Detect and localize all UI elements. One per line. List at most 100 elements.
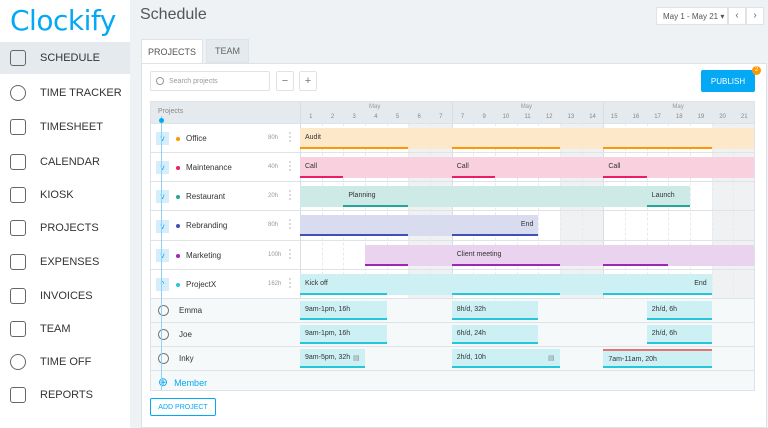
assignment-label: Launch: [651, 192, 675, 199]
assignment-bar[interactable]: 6h/d, 24h: [451, 325, 539, 344]
sidebar-item-calendar[interactable]: CALENDAR: [0, 146, 130, 178]
project-name[interactable]: Maintenance: [186, 162, 232, 172]
project-row: v Marketing 100h ∘ ∘ ∘ Client meeting: [151, 240, 754, 269]
project-color-dot: [176, 224, 180, 228]
project-name[interactable]: Marketing: [186, 250, 222, 260]
drag-handle-icon[interactable]: ∘ ∘ ∘: [288, 218, 292, 232]
add-member-button[interactable]: ⊕ Member: [158, 375, 207, 389]
add-project-button[interactable]: ADD PROJECT: [150, 398, 216, 416]
project-name[interactable]: ProjectX: [186, 279, 217, 289]
today-marker: [159, 118, 164, 123]
assignment-underline: [603, 147, 712, 149]
assignment-bar[interactable]: 2h/d, 6h: [646, 325, 712, 344]
assignment-bar[interactable]: Call: [451, 157, 496, 178]
tab-projects[interactable]: PROJECTS: [141, 39, 203, 64]
day-label: 21: [740, 114, 748, 120]
assignment-bar[interactable]: Launch: [646, 186, 691, 207]
zoom-in-button[interactable]: +: [299, 71, 317, 91]
assignment-bar[interactable]: 9am-1pm, 16h: [300, 301, 387, 320]
assignment-bar[interactable]: Kick off: [300, 274, 387, 295]
assignment-label: 6h/d, 24h: [456, 330, 486, 337]
sidebar-item-kiosk[interactable]: KIOSK: [0, 179, 130, 211]
zoom-out-button[interactable]: −: [276, 71, 294, 91]
sidebar-item-timesheet[interactable]: TIMESHEET: [0, 111, 130, 143]
assignment-bar[interactable]: 2h/d, 6h: [646, 301, 712, 320]
prev-button[interactable]: ‹: [728, 7, 746, 25]
assignment-bar[interactable]: 8h/d, 32h: [451, 301, 539, 320]
chevron-down-icon[interactable]: v: [156, 249, 169, 262]
assignment-label: Call: [305, 163, 318, 170]
project-hours: 40h: [268, 163, 279, 170]
assignment-bar[interactable]: Call: [300, 157, 344, 178]
publish-badge: 2: [752, 66, 761, 75]
sidebar-item-projects[interactable]: PROJECTS: [0, 212, 130, 244]
assignment-bar[interactable]: [300, 215, 409, 236]
tab-team[interactable]: TEAM: [206, 39, 249, 63]
assignment-label: 7am-11am, 20h: [608, 356, 657, 363]
chevron-down-icon[interactable]: v: [156, 219, 169, 233]
assignment-underline: [343, 205, 409, 207]
sidebar-item-expenses[interactable]: EXPENSES: [0, 246, 130, 278]
assignment-bar[interactable]: Client meeting: [451, 245, 561, 266]
drag-handle-icon[interactable]: ∘ ∘ ∘: [288, 188, 292, 203]
chevron-down-icon[interactable]: v: [156, 161, 169, 174]
sidebar-item-time-off[interactable]: TIME OFF: [0, 346, 130, 378]
day-label: 16: [632, 114, 640, 120]
assignment-label: Planning: [348, 192, 376, 199]
project-band: [300, 157, 754, 178]
sidebar-item-invoices[interactable]: INVOICES: [0, 280, 130, 312]
assignment-bar[interactable]: [365, 245, 409, 266]
assignment-bar[interactable]: [451, 274, 561, 295]
chevron-down-icon[interactable]: v: [156, 132, 169, 145]
drag-handle-icon[interactable]: ∘ ∘ ∘: [288, 247, 292, 262]
day-label: 15: [610, 114, 618, 120]
search-input[interactable]: Search projects: [150, 71, 270, 91]
drag-handle-icon[interactable]: ∘ ∘ ∘: [288, 130, 292, 145]
project-name[interactable]: Rebranding: [186, 221, 228, 230]
day-label: 19: [697, 114, 705, 120]
chevron-up-icon[interactable]: ^: [156, 278, 169, 291]
schedule-icon: [10, 50, 26, 66]
date-range-picker[interactable]: May 1 - May 21 ▾: [656, 7, 728, 25]
search-icon: [156, 77, 164, 85]
chevron-down-icon[interactable]: v: [156, 190, 169, 203]
day-label: 7: [439, 114, 443, 120]
next-button[interactable]: ›: [746, 7, 764, 25]
month-label: May: [369, 104, 381, 110]
project-color-dot: [176, 136, 180, 141]
project-band: [300, 215, 539, 236]
publish-button[interactable]: PUBLISH: [701, 70, 755, 92]
project-name[interactable]: Office: [186, 133, 207, 143]
assignment-bar[interactable]: Planning: [343, 186, 409, 207]
assignment-bar[interactable]: End: [603, 274, 712, 295]
assignment-bar[interactable]: 9am-5pm, 32h ▤: [300, 349, 365, 368]
assignment-label: Audit: [305, 134, 321, 141]
assignment-bar[interactable]: End: [451, 215, 539, 236]
schedule-grid: Projects May May May 1 2 3 4 5 6 7 7 9 10 11 12 13 14 15 1…: [150, 101, 755, 391]
sidebar-item-time-tracker[interactable]: TIME TRACKER: [0, 77, 130, 109]
member-row: Joe 9am-1pm, 16h 6h/d, 24h 2h/d, 6h: [151, 322, 754, 346]
drag-handle-icon[interactable]: ∘ ∘ ∘: [288, 276, 292, 291]
assignment-bar[interactable]: Call: [603, 157, 647, 178]
team-icon: [10, 321, 26, 337]
expenses-icon: [10, 254, 26, 270]
assignment-bar[interactable]: [451, 128, 561, 149]
assignment-bar[interactable]: Audit: [300, 128, 409, 149]
assignment-bar[interactable]: 2h/d, 10h ▤: [451, 349, 561, 368]
assignment-bar[interactable]: [603, 128, 712, 149]
project-name[interactable]: Restaurant: [186, 191, 226, 201]
assignment-bar[interactable]: 9am-1pm, 16h: [300, 325, 387, 344]
sidebar-item-team[interactable]: TEAM: [0, 313, 130, 345]
assignment-bar[interactable]: 7am-11am, 20h: [603, 349, 712, 368]
sidebar-item-reports[interactable]: REPORTS: [0, 379, 130, 411]
assignment-label: 2h/d, 10h: [456, 354, 486, 361]
project-row: v Office 80h ∘ ∘ ∘ Audit: [151, 123, 754, 152]
assignment-bar[interactable]: [603, 245, 669, 266]
project-band: [300, 186, 691, 207]
sidebar-item-label: PROJECTS: [40, 222, 99, 234]
drag-handle-icon[interactable]: ∘ ∘ ∘: [288, 159, 292, 174]
timesheet-icon: [10, 119, 26, 135]
project-hours: 20h: [268, 192, 279, 199]
project-hours: 162h: [268, 280, 282, 287]
sidebar-item-schedule[interactable]: SCHEDULE: [0, 42, 130, 74]
